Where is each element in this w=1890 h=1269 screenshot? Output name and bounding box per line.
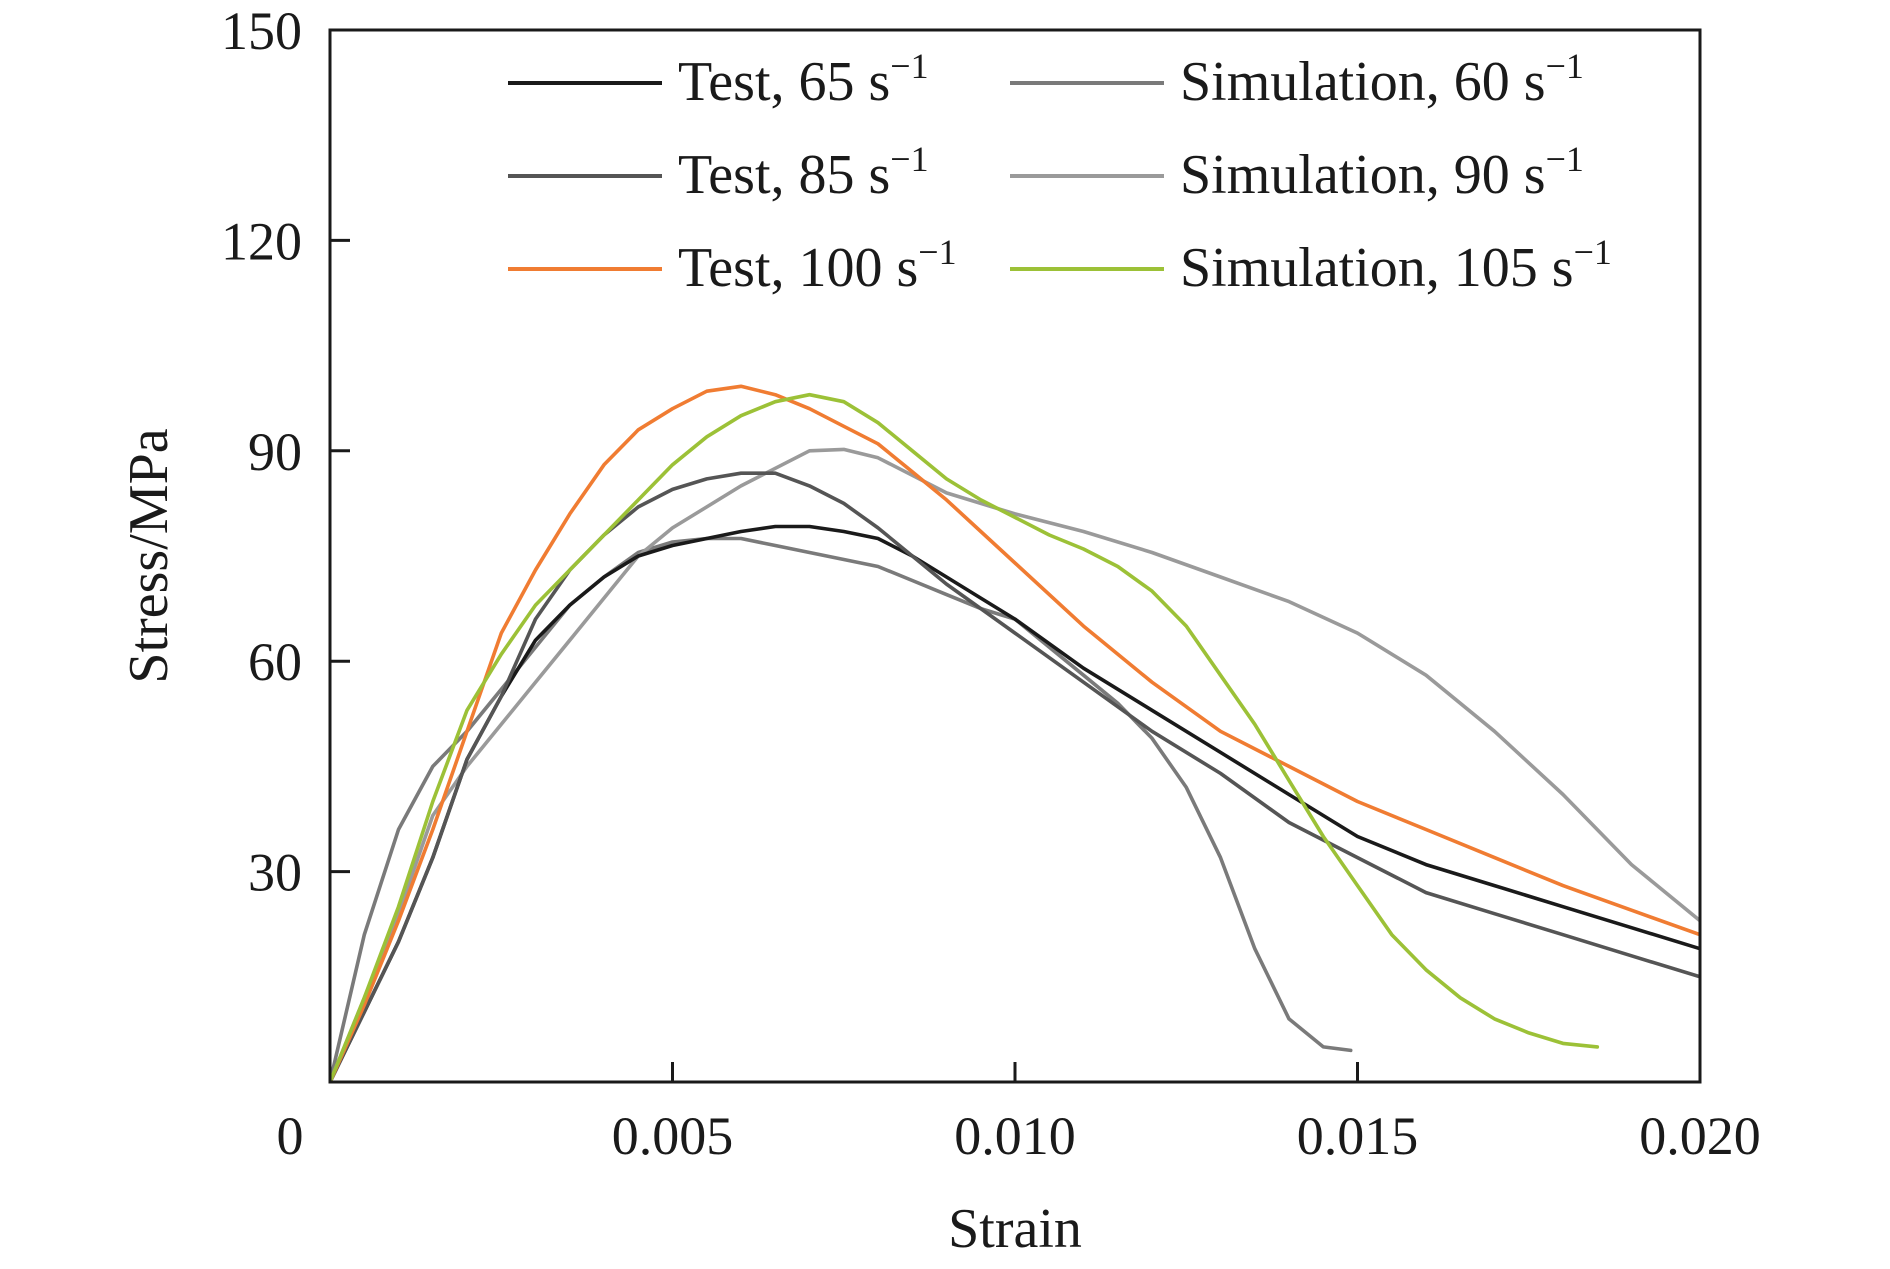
- legend: Test, 65 s−1 Test, 85 s−1 Test, 100 s−1 Sim…: [508, 46, 1612, 299]
- y-tick-label: 90: [248, 422, 302, 482]
- legend-label: Test, 100 s−1: [678, 232, 957, 299]
- series-line-0: [330, 524, 1700, 1082]
- x-axis-label: Strain: [948, 1198, 1082, 1260]
- y-tick-label: 150: [221, 1, 302, 61]
- legend-label: Simulation, 60 s−1: [1180, 46, 1584, 113]
- x-tick-label: 0: [277, 1106, 304, 1166]
- x-tick-label: 0.005: [612, 1106, 734, 1166]
- x-tick-label: 0.010: [954, 1106, 1076, 1166]
- x-tick-label: 0.020: [1639, 1106, 1761, 1166]
- y-tick-label: 120: [221, 211, 302, 271]
- series-line-4: [330, 447, 1700, 1082]
- plot-area: [330, 384, 1700, 1082]
- legend-label: Test, 85 s−1: [678, 139, 929, 206]
- y-tick-label: 30: [248, 843, 302, 903]
- x-axis: 0 0.005 0.010 0.015 0.020: [277, 1062, 1761, 1166]
- x-tick-label: 0.015: [1297, 1106, 1419, 1166]
- legend-label: Test, 65 s−1: [678, 46, 929, 113]
- legend-label: Simulation, 105 s−1: [1180, 232, 1612, 299]
- legend-label: Simulation, 90 s−1: [1180, 139, 1584, 206]
- series-line-2: [330, 384, 1700, 1082]
- y-tick-label: 60: [248, 632, 302, 692]
- series-line-1: [330, 471, 1700, 1082]
- series-line-3: [330, 536, 1353, 1082]
- series-line-5: [330, 392, 1600, 1082]
- y-axis-label: Stress/MPa: [118, 428, 180, 683]
- y-axis: 30 60 90 120 150: [221, 1, 350, 903]
